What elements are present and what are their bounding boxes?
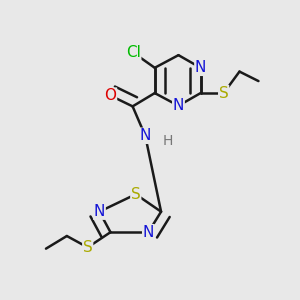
Text: N: N: [173, 98, 184, 113]
Text: N: N: [94, 204, 105, 219]
Text: Cl: Cl: [126, 45, 141, 60]
Text: N: N: [195, 60, 206, 75]
Text: S: S: [219, 85, 229, 100]
Text: S: S: [83, 240, 93, 255]
Text: H: H: [162, 134, 172, 148]
Text: N: N: [140, 128, 151, 143]
Text: S: S: [131, 187, 141, 202]
Text: N: N: [143, 225, 154, 240]
Text: O: O: [104, 88, 116, 103]
